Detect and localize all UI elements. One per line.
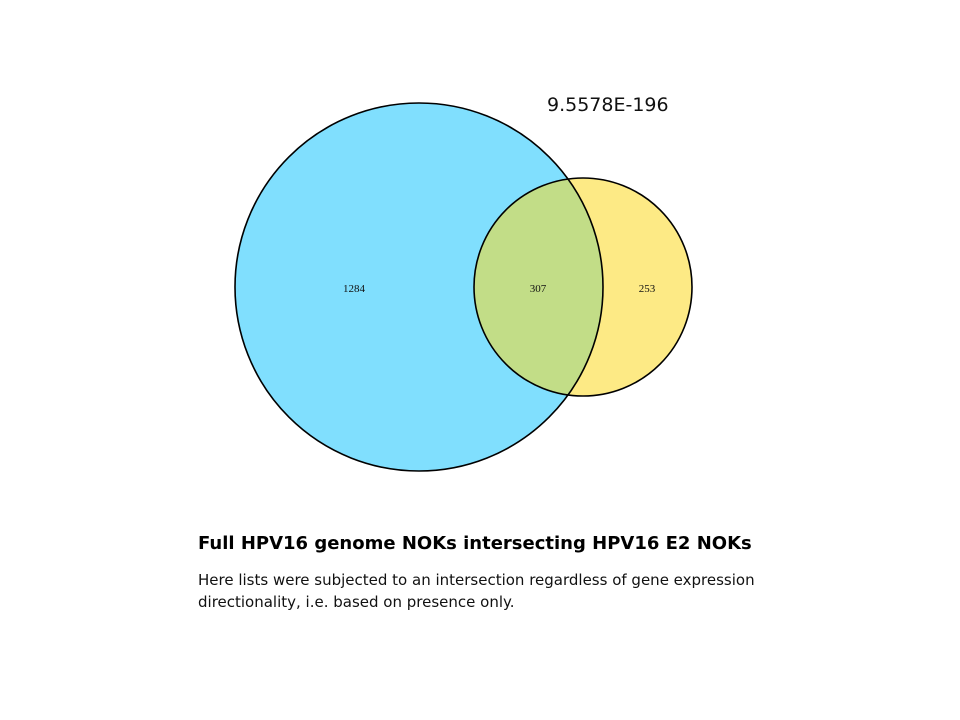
- left-set-circle: [235, 103, 603, 471]
- left-only-count: 1284: [343, 283, 366, 295]
- right-set-outline: [473, 177, 693, 397]
- caption-title: Full HPV16 genome NOKs intersecting HPV1…: [198, 533, 752, 554]
- left-set-outline: [234, 102, 604, 472]
- intersection-count: 307: [530, 283, 547, 295]
- overlap-region: [474, 178, 603, 396]
- caption-body: Here lists were subjected to an intersec…: [198, 571, 755, 611]
- right-only-count: 253: [639, 283, 656, 295]
- p-value-label: 9.5578E-196: [547, 94, 669, 116]
